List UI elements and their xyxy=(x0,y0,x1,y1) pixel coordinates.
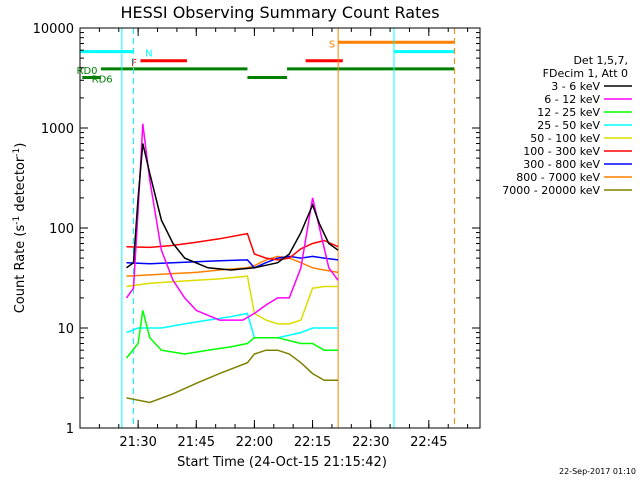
legend-header-line-1: Det 1,5,7, xyxy=(573,54,628,67)
legend-header-line-2: FDecim 1, Att 0 xyxy=(543,67,628,80)
legend-label: 7000 - 20000 keV xyxy=(502,184,600,197)
y-axis: 1 10 100 1000 10000 xyxy=(33,22,480,437)
y-tick-label: 1 xyxy=(66,422,74,437)
legend-label: 3 - 6 keV xyxy=(551,80,600,93)
legend-label: 300 - 800 keV xyxy=(523,158,600,171)
series-lines xyxy=(125,123,339,404)
x-tick-label: 21:30 xyxy=(119,435,156,450)
flag-label-rd6: RD6 xyxy=(92,74,113,85)
legend-label: 25 - 50 keV xyxy=(537,119,600,132)
series-line-100-300-kev xyxy=(126,232,339,261)
x-tick-label: 22:30 xyxy=(352,435,389,450)
y-tick-label: 10 xyxy=(57,322,74,337)
x-axis: 21:30 21:45 22:00 22:15 22:30 22:45 xyxy=(79,28,469,450)
series-line-6-12-kev xyxy=(125,123,339,321)
x-axis-label: Start Time (24-Oct-15 21:15:42) xyxy=(177,455,387,470)
x-tick-label: 22:45 xyxy=(410,435,447,450)
y-tick-label: 10000 xyxy=(33,22,74,37)
y-tick-label: 1000 xyxy=(41,122,74,137)
series-line-300-800-kev xyxy=(126,255,339,269)
x-tick-label: 21:45 xyxy=(178,435,215,450)
legend-label: 100 - 300 keV xyxy=(523,145,600,158)
legend-label: 50 - 100 keV xyxy=(530,132,600,145)
y-axis-label: Count Rate (s-1 detector-1) xyxy=(12,143,28,314)
flag-label-f: F xyxy=(131,58,137,69)
series-line-3-6-kev xyxy=(126,143,339,271)
series-line-7000-20000-kev xyxy=(126,349,339,404)
x-tick-label: 22:00 xyxy=(236,435,273,450)
legend-label: 800 - 7000 keV xyxy=(516,171,600,184)
series-line-50-100-kev xyxy=(126,275,339,325)
chart-title: HESSI Observing Summary Count Rates xyxy=(120,3,439,22)
legend-label: 12 - 25 keV xyxy=(537,106,600,119)
series-line-12-25-kev xyxy=(125,310,339,359)
y-tick-label: 100 xyxy=(49,222,74,237)
generation-timestamp: 22-Sep-2017 01:10 xyxy=(559,467,636,476)
legend-label: 6 - 12 keV xyxy=(544,93,600,106)
flag-label-rd0: RD0 xyxy=(77,66,98,77)
x-tick-label: 22:15 xyxy=(294,435,331,450)
series-line-25-50-kev xyxy=(126,312,339,339)
series-line-800-7000-kev xyxy=(126,255,339,277)
flag-label-n: N xyxy=(145,49,152,60)
plot-frame xyxy=(79,27,481,429)
flag-label-s: S xyxy=(329,39,335,50)
